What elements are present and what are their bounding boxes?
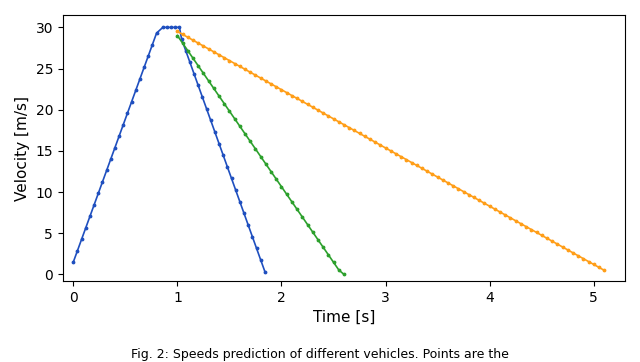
Y-axis label: Velocity [m/s]: Velocity [m/s] [15, 96, 30, 201]
X-axis label: Time [s]: Time [s] [313, 310, 375, 325]
Text: Fig. 2: Speeds prediction of different vehicles. Points are the: Fig. 2: Speeds prediction of different v… [131, 348, 509, 361]
